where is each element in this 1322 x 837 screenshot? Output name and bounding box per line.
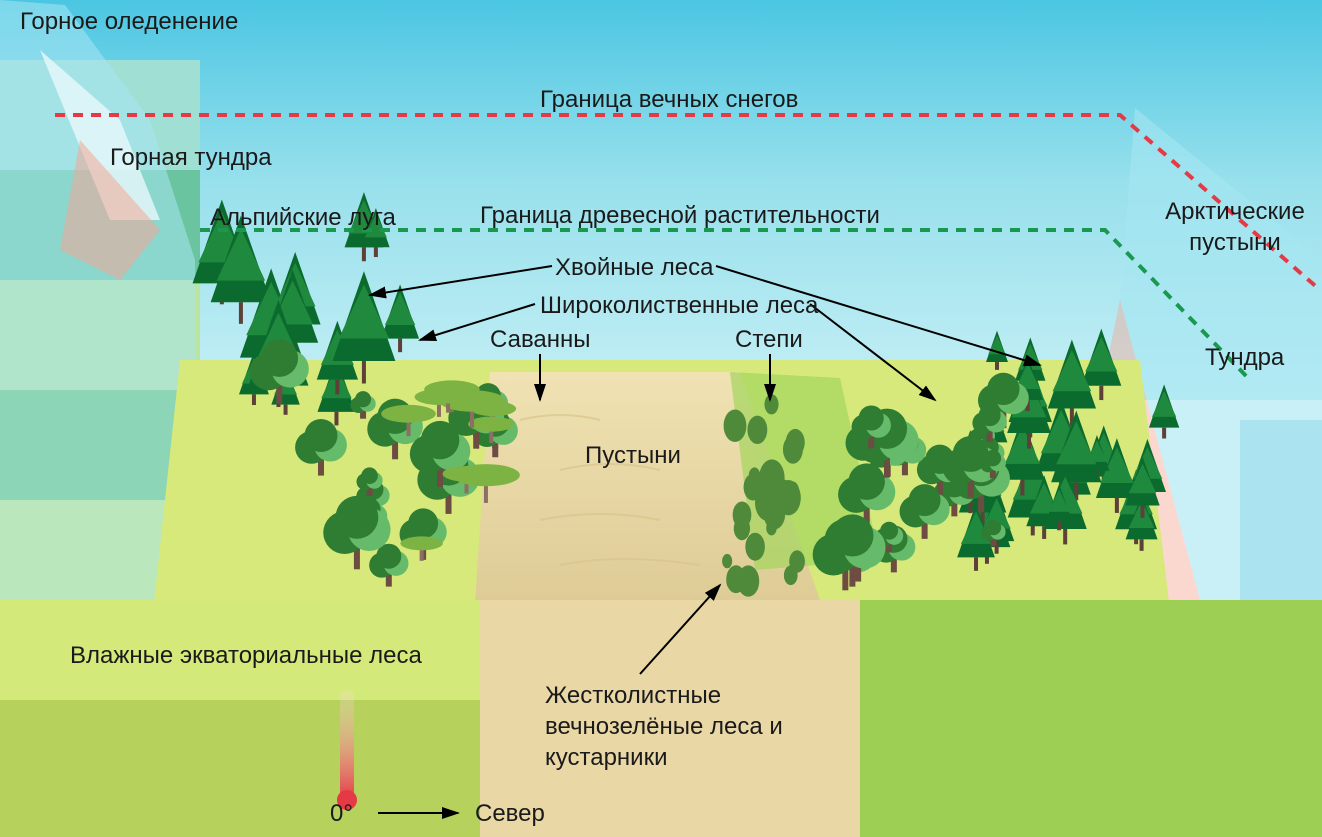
label-conifer: Хвойные леса <box>555 254 713 282</box>
label-zero: 0° <box>330 800 353 828</box>
label-alpine: Альпийские луга <box>210 204 396 232</box>
label-steppe_lbl: Степи <box>735 326 803 354</box>
label-tundra: Тундра <box>1205 344 1284 372</box>
altitude-band <box>0 605 200 700</box>
altitude-band <box>0 500 200 605</box>
label-arctic: Арктические пустыни <box>1160 196 1310 258</box>
altitude-band <box>0 170 200 280</box>
label-snowline: Граница вечных снегов <box>540 86 798 114</box>
label-savanna_lbl: Саванны <box>490 326 591 354</box>
altitude-band <box>0 390 200 500</box>
label-glaciation: Горное оледенение <box>20 8 238 36</box>
label-broadleaf: Широколиственные леса <box>540 292 818 320</box>
broadleaf-left <box>420 304 535 340</box>
broadleaf-right <box>810 304 935 400</box>
altitude-band <box>0 280 200 390</box>
altitude-band <box>0 60 200 170</box>
altitude-band <box>0 700 200 837</box>
label-evergreen: Жестколистные вечнозелёные леса и кустар… <box>545 680 785 774</box>
label-desert: Пустыни <box>585 442 681 470</box>
label-treeline: Граница древесной растительности <box>480 202 880 230</box>
label-north: Север <box>475 800 545 828</box>
evergreen-up <box>640 585 720 674</box>
conifer-left <box>370 266 552 295</box>
conifer-right <box>716 266 1040 365</box>
